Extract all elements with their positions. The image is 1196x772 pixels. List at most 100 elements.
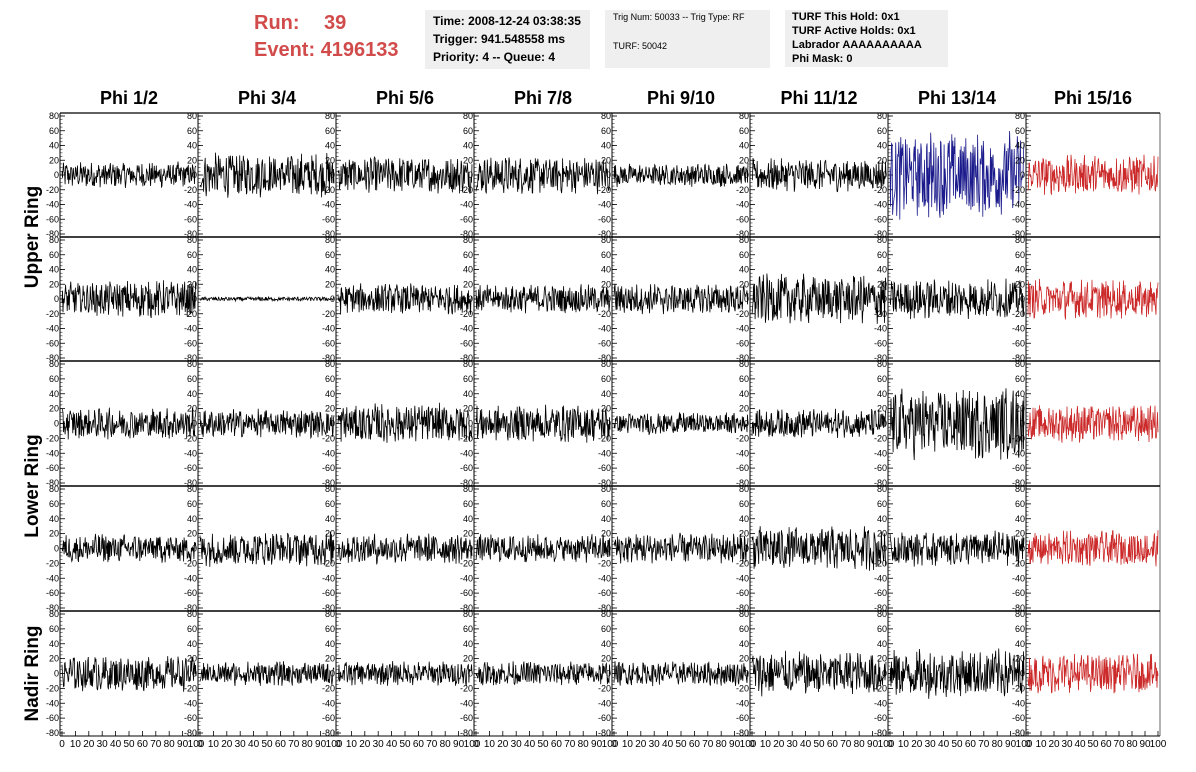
- y-tick-label: -60: [322, 463, 335, 473]
- y-tick-label: 80: [325, 111, 335, 121]
- y-tick-label: 0: [744, 419, 749, 429]
- y-tick-label: -80: [322, 728, 335, 738]
- y-tick-label: 80: [1015, 484, 1025, 494]
- x-tick-label: 90: [1139, 739, 1151, 750]
- y-tick-label: -20: [736, 683, 749, 693]
- x-tick-label: 20: [221, 739, 233, 750]
- y-tick-label: -20: [874, 683, 887, 693]
- x-tick-label: 30: [373, 739, 385, 750]
- run-row: Run: 39: [254, 10, 399, 37]
- y-tick-label: 0: [54, 170, 59, 180]
- y-tick-label: -20: [46, 433, 59, 443]
- y-tick-label: -20: [460, 185, 473, 195]
- waveform-trace: [751, 526, 887, 571]
- y-tick-label: 40: [1015, 514, 1025, 524]
- y-tick-label: -40: [1012, 573, 1025, 583]
- y-tick-label: 80: [325, 235, 335, 245]
- y-tick-label: -20: [184, 185, 197, 195]
- y-tick-label: 40: [49, 389, 59, 399]
- waveform-trace: [613, 162, 749, 188]
- y-tick-label: 80: [739, 359, 749, 369]
- y-tick-label: 20: [1015, 404, 1025, 414]
- x-tick-label: 80: [1126, 739, 1138, 750]
- panel-r2-c0: -80 -60 -40 -20 0 20 40 60 80: [46, 359, 198, 488]
- y-tick-label: -80: [736, 728, 749, 738]
- y-tick-label: 40: [49, 514, 59, 524]
- priority-text: Priority: 4 -- Queue: 4: [433, 50, 556, 64]
- y-tick-label: -60: [736, 463, 749, 473]
- column-title-2: Phi 3/4: [238, 88, 296, 108]
- y-tick-label: 80: [463, 111, 473, 121]
- y-tick-label: 80: [1015, 235, 1025, 245]
- y-tick-label: 20: [739, 654, 749, 664]
- y-tick-label: 20: [463, 279, 473, 289]
- x-tick-label: 40: [248, 739, 260, 750]
- y-tick-label: 40: [1015, 639, 1025, 649]
- y-tick-label: -20: [184, 309, 197, 319]
- y-tick-label: -60: [1012, 463, 1025, 473]
- waveform-trace: [889, 648, 1025, 699]
- y-tick-label: -20: [460, 558, 473, 568]
- x-tick-label: 70: [564, 739, 576, 750]
- y-tick-label: 80: [187, 484, 197, 494]
- panel-r0-c6: -80 -60 -40 -20 0 20 40 60 80: [874, 111, 1026, 239]
- y-tick-label: 80: [877, 484, 887, 494]
- y-tick-label: 80: [601, 111, 611, 121]
- y-tick-label: 20: [187, 654, 197, 664]
- y-tick-label: 0: [1020, 669, 1025, 679]
- y-tick-label: 20: [601, 529, 611, 539]
- y-tick-label: 60: [1015, 126, 1025, 136]
- x-tick-label: 30: [787, 739, 799, 750]
- y-tick-label: 20: [877, 404, 887, 414]
- y-tick-label: 60: [1015, 499, 1025, 509]
- y-tick-label: -60: [322, 214, 335, 224]
- panel-r1-c5: -80 -60 -40 -20 0 20 40 60 80: [736, 235, 888, 363]
- y-tick-label: -60: [460, 338, 473, 348]
- y-tick-label: 80: [739, 484, 749, 494]
- x-tick-label: 40: [110, 739, 122, 750]
- panel-r3-c6: -80 -60 -40 -20 0 20 40 60 80: [874, 484, 1026, 613]
- y-tick-label: -80: [598, 229, 611, 239]
- waveform-trace: [613, 532, 749, 564]
- y-tick-label: 20: [187, 404, 197, 414]
- x-tick-label: 10: [484, 739, 496, 750]
- y-tick-label: 0: [882, 419, 887, 429]
- y-tick-label: -20: [460, 309, 473, 319]
- panel-r2-c7: -80 -60 -40 -20 0 20 40 60 80: [1012, 359, 1160, 488]
- run-event-header: Run: 39 Event: 4196133: [254, 10, 399, 64]
- column-title-7: Phi 13/14: [918, 88, 996, 108]
- waveform-trace: [751, 408, 887, 439]
- y-tick-label: 80: [187, 359, 197, 369]
- y-tick-label: 60: [877, 624, 887, 634]
- waveform-trace: [475, 534, 611, 563]
- x-tick-label: 50: [123, 739, 135, 750]
- y-tick-label: -40: [322, 573, 335, 583]
- x-tick-label: 80: [440, 739, 452, 750]
- panel-r1-c1: -80 -60 -40 -20 0 20 40 60 80: [184, 235, 336, 363]
- event-row: Event: 4196133: [254, 37, 399, 64]
- y-tick-label: 0: [606, 544, 611, 554]
- y-tick-label: -60: [874, 588, 887, 598]
- y-tick-label: 60: [601, 374, 611, 384]
- waveform-trace: [199, 531, 335, 567]
- y-tick-label: -20: [46, 683, 59, 693]
- x-tick-label: 90: [315, 739, 327, 750]
- y-tick-label: 60: [877, 374, 887, 384]
- y-tick-label: -60: [598, 713, 611, 723]
- y-tick-label: -80: [184, 728, 197, 738]
- y-tick-label: 40: [325, 514, 335, 524]
- event-value: 4196133: [320, 39, 399, 61]
- y-tick-label: -20: [1012, 309, 1025, 319]
- waveform-trace: [889, 388, 1025, 461]
- y-tick-label: -40: [460, 448, 473, 458]
- run-value: 39: [324, 12, 347, 34]
- panel-r3-c5: -80 -60 -40 -20 0 20 40 60 80: [736, 484, 888, 613]
- y-tick-label: -20: [1012, 433, 1025, 443]
- x-tick-label: 10: [208, 739, 220, 750]
- x-tick-label: 70: [150, 739, 162, 750]
- y-tick-label: -80: [460, 353, 473, 363]
- y-tick-label: -40: [598, 573, 611, 583]
- y-tick-label: -20: [460, 683, 473, 693]
- x-tick-label: 60: [827, 739, 839, 750]
- y-tick-label: 40: [739, 639, 749, 649]
